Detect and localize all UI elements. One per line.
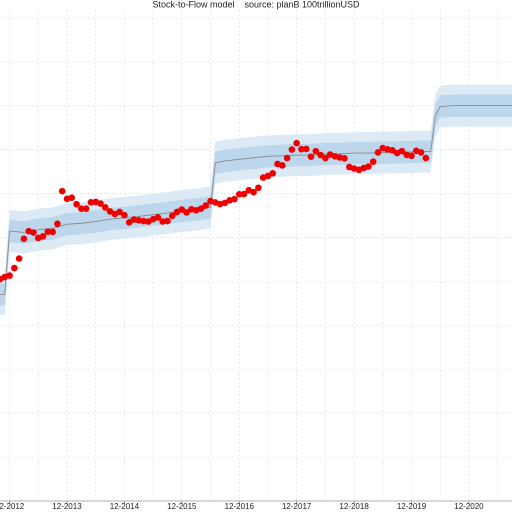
model-band (0, 94, 512, 306)
price-dot (365, 163, 372, 170)
price-dot (116, 208, 123, 216)
price-dot (341, 155, 348, 162)
price-dot (97, 200, 104, 207)
price-dot (125, 219, 133, 226)
x-tick-label: 12-2016 (225, 502, 255, 511)
price-dot (235, 190, 243, 198)
price-dot (183, 209, 190, 216)
price-dot (82, 205, 90, 213)
price-dot (87, 198, 95, 206)
price-dot (121, 211, 128, 219)
price-dot (255, 184, 262, 192)
x-tick-label: 12-2014 (110, 502, 140, 511)
price-dot (6, 272, 13, 279)
price-dot (312, 147, 320, 155)
model-line (0, 105, 512, 296)
price-dot (101, 204, 109, 211)
price-dot (322, 154, 329, 162)
x-tick-label: 12-2012 (0, 502, 25, 511)
price-dot (240, 190, 248, 198)
x-tick-label: 12-2017 (282, 502, 312, 511)
price-dot (369, 158, 377, 165)
price-dot (231, 195, 238, 203)
price-dot (30, 229, 37, 236)
price-dot (288, 146, 296, 153)
price-dot (250, 188, 257, 196)
x-tick-label: 12-2018 (339, 502, 369, 511)
price-dot (417, 149, 425, 156)
price-dot (202, 202, 210, 209)
price-dot (54, 220, 61, 228)
price-dot (49, 228, 56, 236)
x-tick-label: 12-2013 (52, 502, 82, 511)
price-dot (269, 170, 277, 177)
chart-title: Stock-to-Flow model source: planB 100tri… (152, 0, 360, 9)
price-dot (15, 255, 23, 262)
price-dot (293, 139, 300, 147)
price-dot (168, 212, 176, 220)
price-dot (408, 152, 415, 160)
price-dot (11, 264, 18, 272)
price-dot (78, 205, 85, 213)
x-tick-label: 12-2019 (397, 502, 427, 511)
price-dot (140, 217, 147, 225)
price-dot (20, 235, 28, 243)
price-dot (58, 187, 66, 195)
price-dot (307, 153, 315, 160)
x-tick-label: 12-2020 (454, 502, 484, 511)
price-dot (159, 218, 166, 225)
price-dot (317, 151, 324, 159)
price-dot (298, 145, 305, 153)
price-dot (422, 154, 430, 162)
price-dot (68, 194, 76, 202)
price-dot (164, 217, 171, 225)
price-dot (39, 232, 47, 240)
price-dot (44, 228, 52, 235)
price-dot (178, 206, 186, 213)
x-tick-label: 12-2015 (167, 502, 197, 511)
price-dot (389, 147, 396, 154)
price-dot (279, 162, 286, 169)
price-dot (302, 145, 310, 153)
price-dot (154, 214, 162, 221)
price-dot (283, 154, 291, 162)
price-dot (374, 149, 382, 156)
price-dot (73, 200, 80, 208)
price-dot (197, 205, 205, 213)
price-dot (398, 147, 406, 155)
